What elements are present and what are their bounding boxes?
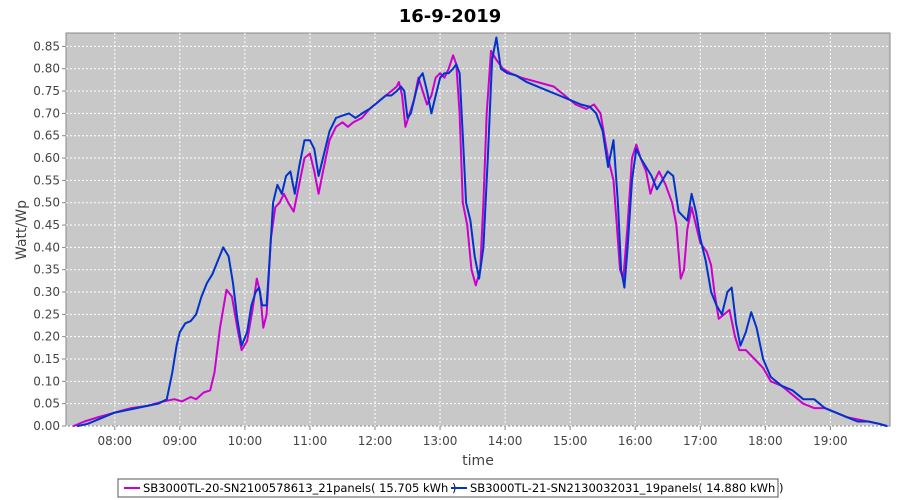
y-tick-label: 0.10	[33, 374, 60, 388]
x-tick-label: 15:00	[553, 434, 588, 448]
legend: SB3000TL-20-SN2100578613_21panels( 15.70…	[117, 478, 783, 498]
x-tick-label: 14:00	[488, 434, 523, 448]
legend-entry-series-1: SB3000TL-20-SN2100578613_21panels( 15.70…	[143, 481, 456, 495]
x-tick-label: 16:00	[618, 434, 653, 448]
legend-box	[117, 478, 779, 498]
chart-title: 16-9-2019	[399, 6, 502, 27]
y-tick-label: 0.45	[33, 218, 60, 232]
x-tick-label: 08:00	[97, 434, 132, 448]
y-tick-label: 0.65	[33, 129, 60, 143]
series-lines	[72, 36, 888, 427]
y-tick-label: 0.60	[33, 151, 60, 165]
grid-lines	[66, 33, 890, 427]
y-tick-label: 0.85	[33, 39, 60, 53]
y-tick-label: 0.55	[33, 173, 60, 187]
y-tick-label: 0.30	[33, 285, 60, 299]
series-line-2	[76, 36, 888, 427]
x-tick-label: 13:00	[423, 434, 458, 448]
y-tick-label: 0.00	[33, 419, 60, 433]
y-tick-label: 0.80	[33, 62, 60, 76]
y-tick-label: 0.05	[33, 397, 60, 411]
y-axis: 0.00 0.05 0.10 0.15 0.20 0.25 0.30 0.35 0.40 0.45…	[33, 39, 66, 433]
y-tick-label: 0.35	[33, 263, 60, 277]
y-tick-label: 0.40	[33, 240, 60, 254]
x-tick-label: 12:00	[358, 434, 393, 448]
x-tick-label: 18:00	[748, 434, 783, 448]
legend-entry-series-2: SB3000TL-21-SN2130032031_19panels( 14.88…	[470, 481, 783, 495]
x-tick-label: 09:00	[163, 434, 198, 448]
y-tick-label: 0.20	[33, 330, 60, 344]
x-tick-label: 10:00	[228, 434, 263, 448]
plot-area	[65, 32, 891, 427]
x-axis-label: time	[462, 453, 494, 469]
x-tick-label: 19:00	[813, 434, 848, 448]
x-tick-label: 11:00	[293, 434, 328, 448]
x-tick-label: 17:00	[683, 434, 718, 448]
y-tick-label: 0.25	[33, 307, 60, 321]
series-line-1	[72, 49, 888, 427]
x-axis: 08:00 09:00 10:00 11:00 12:00 13:00 14:00 15:00…	[97, 426, 848, 448]
y-tick-label: 0.50	[33, 196, 60, 210]
y-tick-label: 0.15	[33, 352, 60, 366]
y-axis-label: Watt/Wp	[14, 200, 30, 260]
y-tick-label: 0.70	[33, 106, 60, 120]
y-tick-label: 0.75	[33, 84, 60, 98]
